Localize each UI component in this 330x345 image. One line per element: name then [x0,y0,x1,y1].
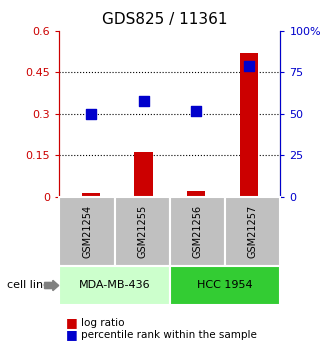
Text: GSM21255: GSM21255 [137,205,147,258]
Text: GDS825 / 11361: GDS825 / 11361 [102,12,228,27]
Bar [134,152,153,197]
Text: GSM21257: GSM21257 [248,205,258,258]
Text: ■: ■ [66,328,78,341]
Text: log ratio: log ratio [81,318,124,327]
Text: GSM21254: GSM21254 [82,205,92,258]
Text: GSM21256: GSM21256 [193,205,203,258]
Point [194,108,199,113]
Text: HCC 1954: HCC 1954 [197,280,253,290]
Bar [240,53,258,197]
Bar [82,193,100,197]
Text: percentile rank within the sample: percentile rank within the sample [81,330,257,339]
Point [141,98,146,104]
Text: ■: ■ [66,316,78,329]
Point [88,111,94,117]
Text: cell line: cell line [7,280,50,290]
Bar [187,191,206,197]
Point [246,63,251,69]
Text: MDA-MB-436: MDA-MB-436 [79,280,150,290]
